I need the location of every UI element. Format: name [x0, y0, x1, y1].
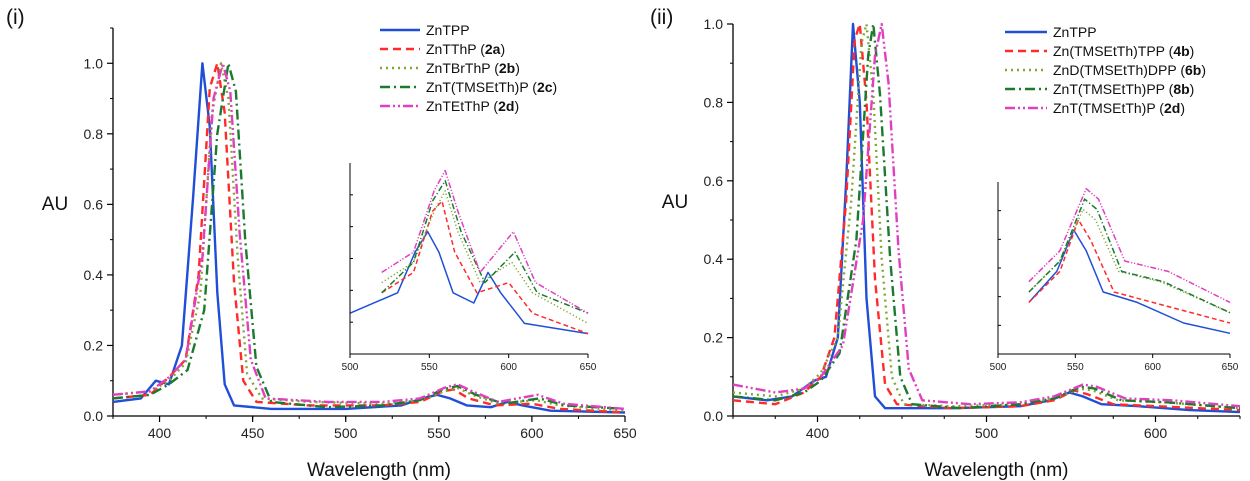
series-line-0	[112, 62, 626, 414]
legend-entry-suffix: )	[1190, 43, 1195, 59]
x-tick-label: 550	[427, 425, 451, 441]
y-tick-label: 1.0	[84, 55, 104, 71]
y-tick-label: 0.8	[704, 94, 724, 110]
legend-entry-name: ZnT(TMSEtTh)PP (	[1053, 81, 1174, 97]
inset-series-line-1	[381, 200, 589, 335]
y-tick-label: 0.0	[704, 408, 724, 424]
legend-entry-suffix: )	[553, 79, 558, 95]
inset-x-tick-label: 650	[1222, 362, 1239, 373]
chart-panel-ii: 400 500 600 0.0 0.2 0.4 0.6 0.8 1.0 Wavelength (n…	[650, 6, 1241, 481]
inset-x-tick-label: 550	[1067, 362, 1084, 373]
inset-x-tick-label: 500	[342, 362, 359, 373]
inset-series-line-1	[1028, 218, 1231, 324]
series-line-3	[112, 62, 626, 411]
x-axis-title: Wavelength (nm)	[925, 460, 1069, 481]
inset-x-tick-label: 600	[1144, 362, 1161, 373]
legend-entry-2: ZnD(TMSEtTh)DPP (6b)	[1053, 62, 1206, 78]
x-tick-label: 500	[975, 425, 999, 441]
x-tick-label: 400	[148, 425, 172, 441]
legend-entry-4: ZnT(TMSEtTh)P (2d)	[1053, 100, 1185, 116]
legend-entry-compound: 2d	[1164, 100, 1180, 116]
legend-entry-compound: 6b	[1185, 62, 1201, 78]
series-line-3	[732, 22, 1241, 410]
legend-entry-name: ZnTBrThP (	[426, 60, 499, 76]
x-tick-label: 650	[613, 425, 637, 441]
series-line-1	[112, 62, 626, 414]
legend-entry-1: Zn(TMSEtTh)TPP (4b)	[1053, 43, 1194, 59]
x-tick-label: 600	[520, 425, 544, 441]
y-tick-label: 1.0	[704, 16, 724, 32]
y-axis-title: AU	[42, 194, 68, 215]
legend-entry-4: ZnTEtThP (2d)	[426, 98, 519, 114]
legend-entry-0: ZnTPP	[426, 22, 470, 38]
series-line-4	[732, 22, 1241, 408]
y-tick-label: 0.2	[704, 330, 724, 346]
legend-entry-compound: 8b	[1173, 81, 1189, 97]
legend-entry-name: ZnTPP	[426, 22, 470, 38]
inset-x-tick-label: 600	[500, 362, 517, 373]
legend-entry-2: ZnTBrThP (2b)	[426, 60, 520, 76]
y-tick-label: 0.6	[704, 173, 724, 189]
series-line-1	[732, 22, 1241, 412]
inset-x-tick-label: 500	[990, 362, 1007, 373]
y-tick-label: 0.0	[84, 408, 104, 424]
x-tick-label: 600	[1144, 425, 1168, 441]
inset-chart: 500 550 600 650	[342, 163, 597, 373]
y-tick-label: 0.4	[84, 267, 104, 283]
x-axis-title: Wavelength (nm)	[307, 460, 451, 481]
legend-entry-compound: 2b	[499, 60, 515, 76]
inset-series-line-2	[381, 190, 589, 325]
legend-entry-name: ZnT(TMSEtTh)P (	[1053, 100, 1164, 116]
inset-chart: 500 550 600 650	[990, 182, 1239, 373]
panel-label: (i)	[6, 6, 25, 29]
inset-series-line-2	[1028, 208, 1231, 314]
series-line-4	[112, 62, 626, 411]
y-axis-title: AU	[662, 192, 688, 213]
legend-entry-3: ZnT(TMSEtTh)P (2c)	[426, 79, 557, 95]
y-tick-label: 0.6	[84, 196, 104, 212]
legend-entry-suffix: )	[500, 41, 505, 57]
series-line-2	[112, 62, 626, 412]
inset-x-tick-label: 550	[421, 362, 438, 373]
legend-entry-compound: 2a	[485, 41, 501, 57]
x-tick-label: 400	[806, 425, 830, 441]
chart-panel-i: 400 450 500 550 600 650 0.0 0.2 0.4 0.6 0.8 1.0 Wave…	[6, 6, 637, 481]
legend-entry-name: ZnT(TMSEtTh)P (	[426, 79, 537, 95]
series-line-2	[732, 22, 1241, 410]
legend-entry-suffix: )	[515, 60, 520, 76]
legend-entry-name: ZnTThP (	[426, 41, 485, 57]
inset-series-line-4	[1028, 187, 1231, 304]
legend-entry-compound: 2d	[498, 98, 514, 114]
inset-series-line-3	[381, 179, 589, 314]
inset-series-line-4	[381, 169, 589, 314]
y-tick-label: 0.2	[84, 337, 104, 353]
legend-entry-name: ZnD(TMSEtTh)DPP (	[1053, 62, 1185, 78]
legend-entry-3: ZnT(TMSEtTh)PP (8b)	[1053, 81, 1194, 97]
y-tick-label: 0.4	[704, 251, 724, 267]
legend-entry-compound: 4b	[1173, 43, 1189, 59]
x-tick-label: 450	[241, 425, 265, 441]
x-tick-label: 500	[334, 425, 358, 441]
legend-entry-name: ZnTPP	[1053, 24, 1097, 40]
legend-entry-suffix: )	[1190, 81, 1195, 97]
legend-entry-0: ZnTPP	[1053, 24, 1097, 40]
legend-entry-suffix: )	[514, 98, 519, 114]
legend-entry-name: ZnTEtThP (	[426, 98, 498, 114]
legend-entry-1: ZnTThP (2a)	[426, 41, 505, 57]
panel-label: (ii)	[650, 6, 673, 29]
legend-entry-suffix: )	[1201, 62, 1206, 78]
legend-entry-name: Zn(TMSEtTh)TPP (	[1053, 43, 1174, 59]
inset-series-line-0	[1028, 229, 1231, 335]
inset-x-tick-label: 650	[580, 362, 597, 373]
inset-series-line-0	[349, 230, 589, 335]
legend-entry-compound: 2c	[537, 79, 553, 95]
legend-entry-suffix: )	[1180, 100, 1185, 116]
y-tick-label: 0.8	[84, 126, 104, 142]
